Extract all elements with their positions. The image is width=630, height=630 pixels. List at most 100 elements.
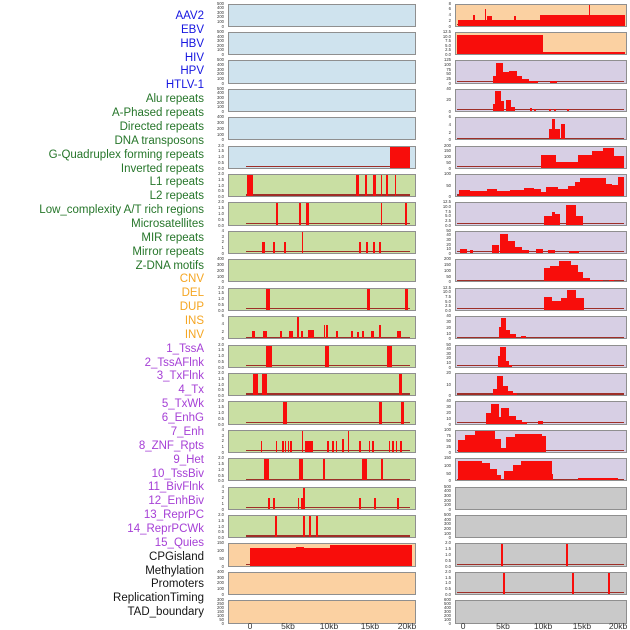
data-bar <box>380 203 383 225</box>
data-bar <box>458 189 470 197</box>
x-axis-label: 0 <box>460 620 466 630</box>
y-tick-label: 40 <box>446 85 451 91</box>
data-bar <box>515 246 523 254</box>
track-label-7_Enh: 7_Enh <box>170 425 204 438</box>
y-tick-label: 10.0 <box>442 33 451 39</box>
y-tick-label: 0.0 <box>445 222 451 228</box>
data-bar <box>298 459 303 481</box>
y-tick-label: 1.0 <box>445 552 451 558</box>
track-panel-Inverted repeats <box>228 316 416 340</box>
y-tick-label: 8 <box>448 0 451 6</box>
data-bar <box>266 345 272 367</box>
data-bar <box>359 498 362 509</box>
y-tick-label: 0 <box>221 80 224 86</box>
data-bar <box>283 242 287 254</box>
y-tick-label: 0 <box>448 336 451 342</box>
data-bar <box>498 326 502 339</box>
data-bar <box>252 331 255 339</box>
y-tick-label: 2.0 <box>218 512 224 518</box>
y-tick-label: 40 <box>446 313 451 319</box>
y-tick-label: 200 <box>217 71 224 77</box>
data-bar <box>552 119 556 140</box>
data-bar <box>566 544 569 566</box>
data-bar <box>303 516 306 538</box>
data-bar <box>592 151 605 168</box>
y-tick-label: 300 <box>217 574 224 580</box>
data-bar <box>297 317 299 339</box>
y-tick-label: 25 <box>446 444 451 450</box>
data-bar <box>485 412 491 424</box>
data-bar <box>569 250 579 254</box>
y-tick-label: 6 <box>221 313 224 319</box>
y-tick-label: 0 <box>221 506 224 512</box>
zero-baseline <box>457 364 625 367</box>
data-bar <box>552 301 561 310</box>
data-bar <box>498 417 502 424</box>
data-bar <box>502 572 505 595</box>
data-bar <box>262 373 268 396</box>
data-bar <box>609 280 615 282</box>
y-axis-ticks-DEL: 400 300 200 100 0 <box>201 569 226 598</box>
zero-baseline <box>245 194 411 196</box>
y-tick-label: 150 <box>217 608 224 614</box>
data-bar <box>275 441 278 452</box>
data-bar <box>361 459 367 481</box>
data-bar <box>378 402 383 424</box>
data-bar <box>365 242 368 254</box>
y-tick-label: 100 <box>217 75 224 81</box>
data-bar <box>262 242 265 254</box>
y-tick-label: 0 <box>221 137 224 143</box>
y-tick-label: 1.5 <box>218 461 224 467</box>
y-tick-label: 100 <box>217 273 224 279</box>
data-bar <box>263 331 268 339</box>
y-tick-label: 0 <box>448 251 451 257</box>
y-tick-label: 10.0 <box>442 289 451 295</box>
y-tick-label: 100 <box>217 612 224 618</box>
y-tick-label: 0.0 <box>445 592 451 598</box>
y-tick-label: 10 <box>446 415 451 421</box>
data-bar <box>571 572 574 595</box>
data-bar <box>570 264 578 282</box>
y-axis-ticks-12_EnhBiv: 20 10 0 <box>428 370 453 399</box>
y-tick-label: 50 <box>446 470 451 476</box>
y-tick-label: 0 <box>448 478 451 484</box>
data-bar <box>547 249 555 254</box>
y-tick-label: 300 <box>217 262 224 268</box>
track-panel-AAV2 <box>228 3 416 27</box>
data-bar <box>495 62 503 83</box>
y-tick-label: 20 <box>446 324 451 330</box>
data-bar <box>404 203 407 225</box>
y-tick-label: 200 <box>217 605 224 611</box>
y-tick-label: 1.0 <box>218 296 224 302</box>
data-bar <box>497 356 501 367</box>
track-label-DNA transposons: DNA transposons <box>114 134 205 147</box>
y-tick-label: 7.5 <box>445 208 451 214</box>
x-axis-label: 20kb <box>397 620 417 630</box>
track-panel-INV <box>455 31 627 56</box>
y-axis-ticks-HIV: 500 400 300 200 100 0 <box>201 86 226 115</box>
data-bar <box>550 265 559 282</box>
y-tick-label: 30 <box>446 237 451 243</box>
y-tick-label: 50 <box>446 341 451 347</box>
y-tick-label: 0.0 <box>218 535 224 541</box>
data-bar <box>290 441 293 452</box>
y-tick-label: 0 <box>221 52 224 58</box>
data-bar <box>502 71 509 83</box>
y-axis-ticks-5_TxWk: 100 50 0 <box>428 171 453 200</box>
y-tick-label: 500 <box>217 28 224 34</box>
y-tick-label: 5.0 <box>445 213 451 219</box>
track-label-Microsatellites: Microsatellites <box>131 217 204 230</box>
track-label-G-Quadruplex forming repeats: G-Quadruplex forming repeats <box>48 148 204 161</box>
data-bar <box>464 435 475 452</box>
y-tick-label: 300 <box>444 608 451 614</box>
y-tick-label: 0.0 <box>218 307 224 313</box>
y-axis-ticks-HBV: 500 400 300 200 100 0 <box>201 58 226 86</box>
data-bar <box>499 233 509 254</box>
data-bar <box>605 183 613 197</box>
data-bar <box>301 498 303 509</box>
track-panel-MIR repeats <box>228 458 416 482</box>
y-tick-label: 12.5 <box>442 284 451 290</box>
y-tick-label: 100 <box>444 154 451 160</box>
